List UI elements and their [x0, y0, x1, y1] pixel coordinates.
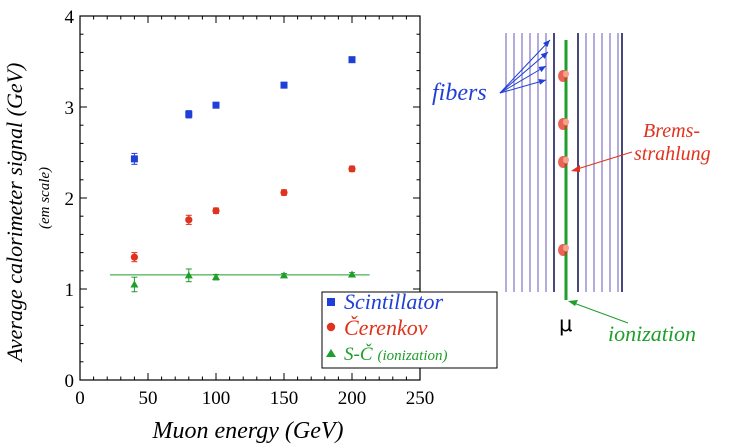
muon-label: μ: [559, 312, 572, 336]
axis-ticks: 0 50 100 150 200 250 0 1 2 3 4: [65, 7, 435, 409]
data-marks: [130, 56, 356, 293]
y-tick-label: 2: [65, 189, 75, 210]
y-axis-sublabel: (em scale): [37, 167, 53, 229]
point-scintillator: [212, 101, 220, 109]
y-tick-label: 4: [65, 7, 75, 28]
legend-box: [321, 291, 498, 369]
legend-marker-ionization: [326, 349, 336, 357]
x-tick-label: 200: [338, 388, 367, 409]
fiber-lines: [505, 33, 623, 292]
point-scintillator: [280, 81, 288, 89]
point-ionization: [280, 271, 288, 279]
legend-label-ionization: S-Č (ionization): [344, 343, 448, 365]
ionization-label: ionization: [608, 321, 696, 346]
fiber-arrow: [499, 79, 547, 94]
point-scintillator: [348, 56, 356, 64]
point-ionization: [348, 270, 356, 278]
brems-blobs: [558, 70, 569, 256]
point-ionization: [212, 273, 220, 281]
x-tick-label: 0: [75, 388, 85, 409]
brems-label-line2: strahlung: [634, 143, 711, 165]
y-tick-label: 0: [65, 371, 75, 392]
fiber-arrowhead: [538, 79, 546, 85]
fiber-arrow: [499, 39, 551, 94]
point-ionization: [130, 280, 139, 288]
point-cerenkov: [280, 188, 288, 197]
legend-label-scintillator: Scintillator: [344, 289, 443, 314]
y-axis-label: Average calorimeter signal (GeV): [2, 63, 27, 364]
brems-arrow: [573, 151, 633, 171]
fiber-arrow: [499, 65, 547, 94]
x-tick-label: 150: [270, 388, 299, 409]
fiber-arrows: [499, 39, 551, 94]
point-scintillator: [185, 110, 193, 118]
point-cerenkov: [130, 253, 138, 261]
brems-label-line1: Brems-: [643, 120, 700, 142]
brems-blob-core: [563, 156, 569, 164]
point-scintillator: [130, 155, 138, 163]
x-tick-label: 100: [202, 388, 231, 409]
legend-label-cerenkov: Čerenkov: [344, 315, 428, 340]
legend-marker-scintillator: [327, 298, 335, 306]
point-ionization: [184, 271, 193, 279]
brems-blob-core: [563, 70, 569, 78]
fiber-arrow: [499, 51, 549, 94]
legend-marker-cerenkov: [326, 322, 336, 332]
point-cerenkov: [212, 207, 220, 215]
legend-label-sc-suffix: (ionization): [378, 348, 448, 364]
fiber-arrowhead: [538, 66, 546, 73]
brems-blob-core: [563, 244, 569, 252]
point-cerenkov: [185, 216, 193, 224]
fiber-diagram: fibers Brems- strahlung μ ionization: [432, 33, 711, 346]
fiber-arrowhead: [543, 40, 550, 48]
fibers-label: fibers: [432, 80, 487, 106]
brems-arrowhead: [571, 165, 580, 172]
legend: Scintillator Čerenkov S-Č (ionization): [321, 289, 498, 369]
y-tick-label: 1: [65, 280, 75, 301]
ionization-arrowhead: [568, 300, 578, 306]
brems-blob-core: [563, 118, 569, 126]
x-axis-label: Muon energy (GeV): [151, 418, 343, 444]
y-tick-label: 3: [65, 98, 75, 119]
x-tick-label: 50: [139, 388, 158, 409]
ionization-arrow: [570, 301, 629, 324]
x-tick-label: 250: [406, 388, 435, 409]
legend-label-sc: S-Č: [344, 343, 373, 365]
point-cerenkov: [348, 165, 356, 173]
fiber-arrowhead: [540, 52, 548, 59]
